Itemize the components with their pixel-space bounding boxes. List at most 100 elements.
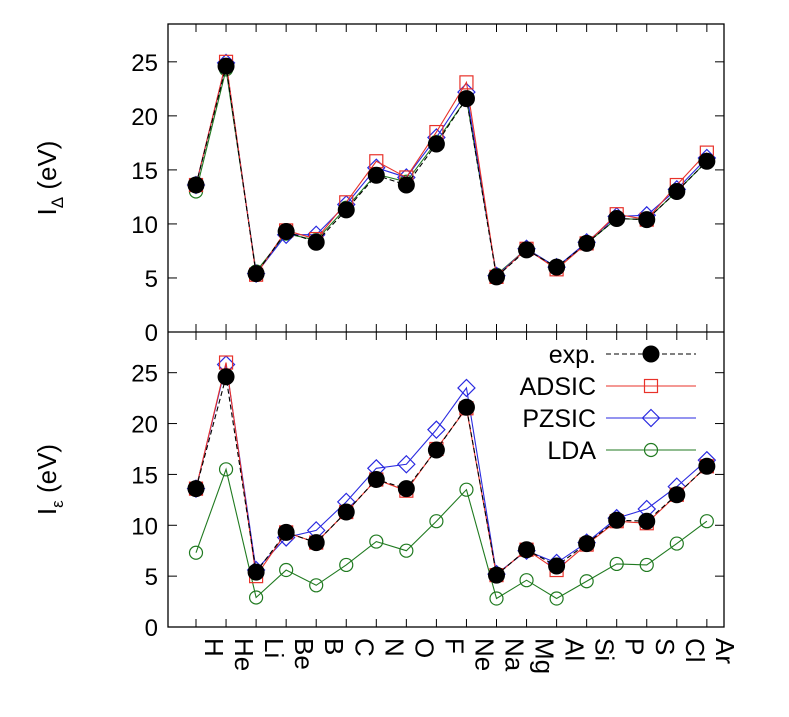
y-tick-label: 5: [145, 564, 158, 591]
series-pzsic: [186, 53, 717, 286]
data-point: [309, 578, 324, 593]
y-tick-label: 15: [131, 158, 158, 185]
data-point: [489, 591, 504, 606]
data-point: [518, 241, 536, 259]
x-tick-label: O: [409, 638, 439, 658]
data-point: [218, 462, 234, 477]
data-point: [548, 258, 566, 276]
legend-marker: [643, 378, 659, 394]
y-tick-label: 5: [145, 266, 158, 293]
data-point: [397, 480, 415, 498]
y-axis-label-subscript: Δ: [48, 197, 67, 208]
x-tick-label: Si: [590, 638, 620, 661]
series-pzsic: [186, 355, 717, 584]
series-adsic: [188, 54, 714, 284]
plot-frame: [167, 23, 725, 628]
data-point: [397, 454, 416, 474]
data-point: [638, 211, 656, 229]
data-point: [548, 557, 566, 575]
data-point: [668, 183, 686, 201]
data-point: [459, 75, 474, 90]
y-axis-label-main: I: [32, 508, 62, 515]
x-tick-label: F: [439, 638, 469, 654]
y-tick-label: 10: [131, 513, 158, 540]
data-point: [698, 457, 716, 475]
data-point: [578, 234, 596, 252]
series-line: [195, 69, 708, 276]
legend-marker: [643, 442, 659, 458]
series-line: [195, 467, 708, 600]
x-tick-label: H: [199, 638, 229, 657]
legend-label: exp.: [549, 341, 596, 369]
x-tick-label: Na: [500, 638, 530, 672]
x-tick-label: Li: [259, 638, 289, 658]
y-axis-label-unit: (eV): [32, 444, 62, 500]
data-point: [367, 471, 385, 488]
series-line: [195, 66, 708, 278]
data-point: [279, 562, 294, 578]
y-axis-label-unit: (eV): [32, 141, 62, 197]
data-point: [488, 268, 505, 286]
data-point: [519, 573, 534, 588]
y-tick-label: 20: [131, 412, 158, 439]
x-axis-labels: H He Li Be B C N O F Ne Na Mg Al Si P S Cl Ar: [199, 638, 740, 674]
data-point: [457, 398, 475, 416]
data-point: [339, 557, 354, 573]
y-axis-label: Iε (eV): [32, 444, 67, 515]
panel-2: 0 5 10 15 20 25 Iε (eV) exp. ADSIC PZSIC LDA: [32, 332, 724, 642]
legend: exp. ADSIC PZSIC LDA: [520, 341, 696, 465]
x-tick-label: Ar: [710, 638, 740, 664]
series-line: [195, 364, 708, 576]
data-point: [307, 534, 325, 552]
data-point: [337, 503, 355, 521]
data-point: [277, 523, 295, 541]
y-axis-label-subscript: ε: [48, 500, 67, 508]
series-adsic: [188, 355, 714, 584]
data-point: [399, 543, 414, 558]
data-point: [669, 536, 684, 551]
x-tick-label: Mg: [530, 638, 560, 674]
x-tick-label: Ne: [469, 638, 499, 671]
y-tick-label: 25: [131, 50, 158, 77]
data-point: [518, 541, 536, 559]
y-tick-label: 10: [131, 212, 158, 239]
data-point: [427, 441, 445, 459]
data-point: [668, 486, 686, 504]
x-tick-label: Cl: [680, 638, 710, 663]
x-tick-label: Al: [560, 638, 590, 661]
y-tick-label: 25: [131, 361, 158, 388]
data-point: [277, 222, 295, 240]
legend-label: ADSIC: [520, 373, 596, 401]
data-point: [638, 512, 656, 530]
y-tick-label: 20: [131, 104, 158, 131]
data-point: [187, 176, 205, 194]
series-line: [195, 61, 708, 278]
y-tick-label: 15: [131, 462, 158, 489]
y-tick-label: 0: [145, 320, 158, 347]
series-line: [195, 376, 708, 577]
legend-marker: [642, 345, 660, 363]
data-point: [247, 265, 265, 283]
series-lda: [188, 462, 714, 606]
series-exp: [187, 368, 716, 584]
x-tick-label: C: [349, 638, 379, 657]
legend-label: PZSIC: [522, 405, 596, 433]
data-point: [337, 201, 355, 219]
y-axis-label-main: I: [32, 208, 62, 215]
data-point: [609, 556, 624, 572]
data-point: [457, 90, 475, 108]
y-axis-label: IΔ (eV): [32, 141, 67, 216]
data-point: [578, 535, 596, 553]
data-point: [367, 166, 385, 184]
data-point: [608, 511, 626, 529]
data-point: [429, 514, 444, 529]
data-point: [579, 574, 594, 589]
x-tick-label: S: [650, 638, 680, 655]
data-point: [457, 378, 476, 398]
legend-label: LDA: [547, 437, 596, 465]
data-point: [427, 420, 446, 440]
data-point: [698, 152, 716, 170]
data-point: [549, 591, 564, 606]
series-line: [195, 362, 708, 578]
